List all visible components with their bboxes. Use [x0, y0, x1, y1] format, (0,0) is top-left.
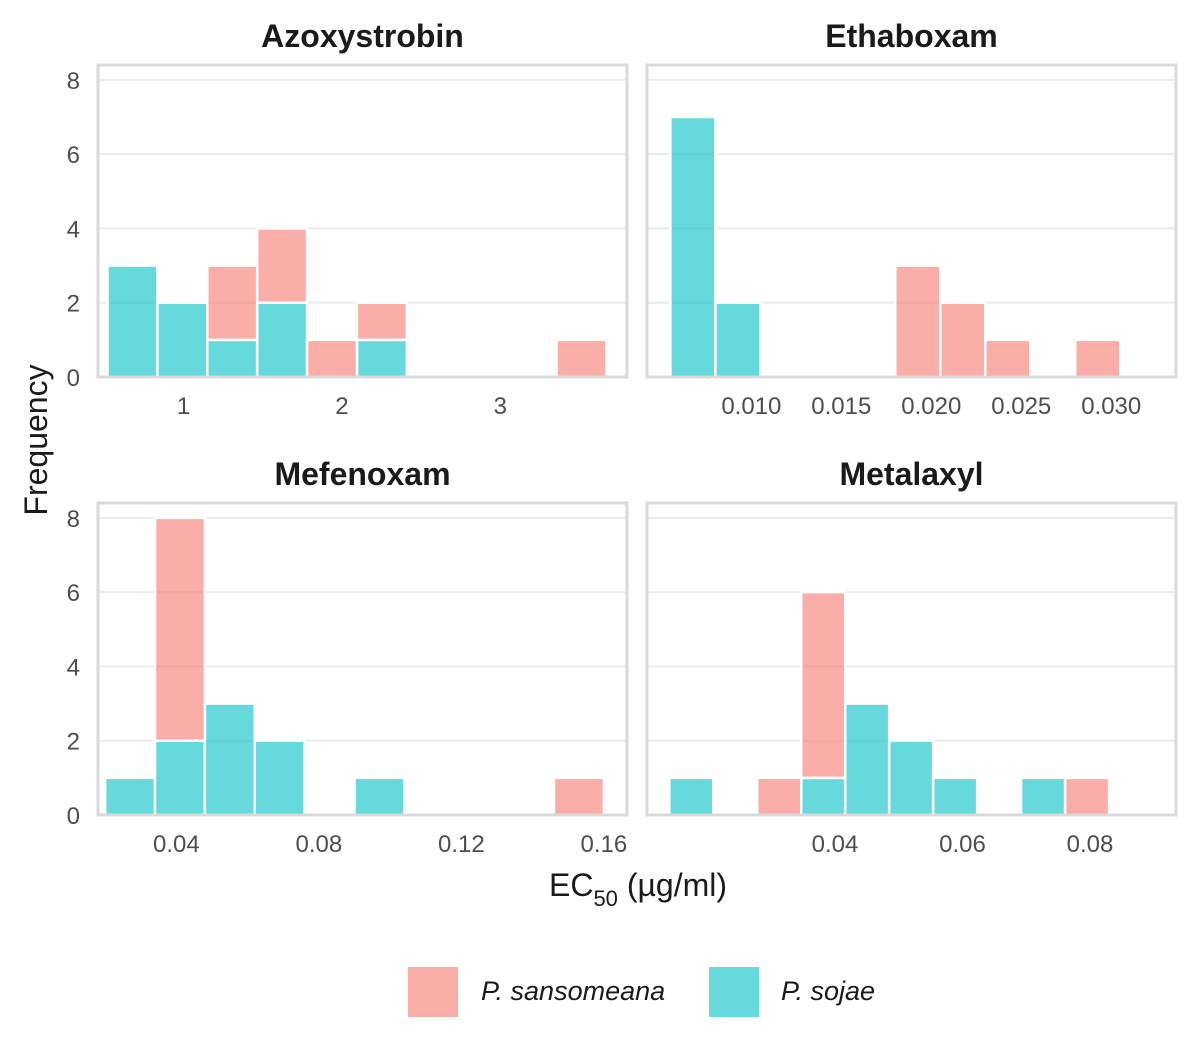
y-tick-label: 4: [67, 216, 80, 243]
y-tick-label: 2: [67, 291, 80, 318]
legend-label-p-sojae: P. sojae: [781, 976, 875, 1006]
panel-azoxystrobin: 0 2 4 6 8 1 2 3 Azoxystrobin: [67, 18, 629, 420]
panel-metalaxyl: 0.04 0.06 0.08 Metalaxyl: [645, 456, 1178, 858]
y-tick-label: 0: [67, 803, 80, 830]
panel-ethaboxam: 0.010 0.015 0.020 0.025 0.030 Ethaboxam: [645, 18, 1178, 420]
bar-p-sojae-azoxystrobin: [156, 301, 209, 379]
bar-p-sojae-azoxystrobin: [206, 338, 259, 379]
bar-p-sojae-azoxystrobin: [255, 301, 309, 379]
y-tick-label: 8: [67, 506, 80, 533]
x-axis-label-unit: (µg/ml): [618, 867, 727, 903]
panel-title: Mefenoxam: [274, 456, 450, 492]
bar-p-sojae-mefenoxam: [153, 739, 207, 817]
bar-p-sojae-mefenoxam: [253, 739, 306, 817]
bar-p-sansomeana-azoxystrobin: [555, 338, 608, 379]
panel-frame: [645, 501, 1178, 817]
bar-p-sojae-metalaxyl: [887, 739, 935, 817]
bar-p-sojae-mefenoxam: [103, 776, 157, 817]
bar-p-sojae-metalaxyl: [799, 776, 847, 817]
bar-p-sansomeana-azoxystrobin: [355, 301, 409, 342]
bar-p-sojae-ethaboxam: [714, 301, 762, 379]
bar-p-sojae-azoxystrobin: [355, 338, 409, 379]
y-axis-label: Frequency: [18, 364, 54, 515]
x-tick-label: 0.04: [812, 831, 859, 858]
x-tick-label: 0.030: [1081, 393, 1141, 420]
bar-p-sojae-mefenoxam: [353, 776, 406, 817]
x-tick-label: 0.015: [811, 393, 871, 420]
panel-mefenoxam: 0 2 4 6 8 0.04 0.08 0.12 0.16 Mefenoxam: [67, 456, 629, 858]
panel-frame: [96, 501, 629, 817]
bar-p-sojae-metalaxyl: [931, 776, 979, 817]
bar-p-sojae-mefenoxam: [203, 702, 256, 817]
y-tick-label: 2: [67, 729, 80, 756]
y-tick-label: 6: [67, 580, 80, 607]
bar-p-sojae-metalaxyl: [1019, 776, 1067, 817]
x-tick-label: 0.010: [721, 393, 781, 420]
y-tick-label: 8: [67, 68, 80, 95]
x-tick-label: 0.06: [939, 831, 986, 858]
x-tick-label: 0.020: [901, 393, 961, 420]
bar-p-sojae-metalaxyl: [843, 702, 891, 817]
bar-p-sansomeana-ethaboxam: [1073, 338, 1122, 379]
panel-frame: [96, 63, 629, 379]
legend-swatch-p-sansomeana: [408, 967, 458, 1017]
legend: P. sansomeana P. sojae: [408, 967, 875, 1017]
x-tick-label: 0.08: [1067, 831, 1114, 858]
bar-p-sansomeana-metalaxyl: [799, 590, 847, 780]
bar-p-sansomeana-azoxystrobin: [305, 338, 359, 379]
bar-p-sansomeana-mefenoxam: [552, 776, 606, 817]
bar-p-sansomeana-metalaxyl: [1063, 776, 1111, 817]
bar-p-sansomeana-ethaboxam: [894, 264, 942, 379]
panel-title: Ethaboxam: [825, 18, 997, 54]
x-tick-label: 1: [177, 393, 190, 420]
bar-p-sojae-metalaxyl: [668, 776, 715, 817]
panels-layer: 0 2 4 6 8 1 2 3 Azoxystrobin 0.010 0.015 0.020 0.025…: [67, 18, 1178, 858]
y-tick-label: 6: [67, 142, 80, 169]
bar-p-sansomeana-metalaxyl: [756, 776, 803, 817]
x-axis-label-subscript: 50: [593, 886, 617, 911]
y-tick-label: 4: [67, 654, 80, 681]
bar-p-sansomeana-ethaboxam: [984, 338, 1032, 379]
x-tick-label: 3: [494, 393, 507, 420]
bar-p-sojae-ethaboxam: [669, 115, 717, 379]
bar-p-sojae-azoxystrobin: [106, 264, 159, 379]
x-tick-label: 0.04: [153, 831, 200, 858]
x-tick-label: 0.08: [296, 831, 343, 858]
legend-swatch-p-sojae: [709, 967, 759, 1017]
x-tick-label: 0.025: [991, 393, 1051, 420]
x-axis-label: EC50 (µg/ml): [549, 867, 727, 911]
bar-p-sansomeana-ethaboxam: [939, 301, 987, 379]
x-axis-label-main: EC: [549, 867, 593, 903]
panel-title: Azoxystrobin: [261, 18, 464, 54]
panel-frame: [645, 63, 1178, 379]
x-tick-label: 0.16: [580, 831, 627, 858]
legend-label-p-sansomeana: P. sansomeana: [481, 976, 665, 1006]
bar-p-sansomeana-azoxystrobin: [255, 227, 309, 304]
panel-title: Metalaxyl: [839, 456, 983, 492]
bar-p-sansomeana-azoxystrobin: [206, 264, 259, 342]
bar-p-sansomeana-mefenoxam: [153, 516, 207, 742]
x-tick-label: 0.12: [438, 831, 485, 858]
y-tick-label: 0: [67, 365, 80, 392]
x-tick-label: 2: [335, 393, 348, 420]
